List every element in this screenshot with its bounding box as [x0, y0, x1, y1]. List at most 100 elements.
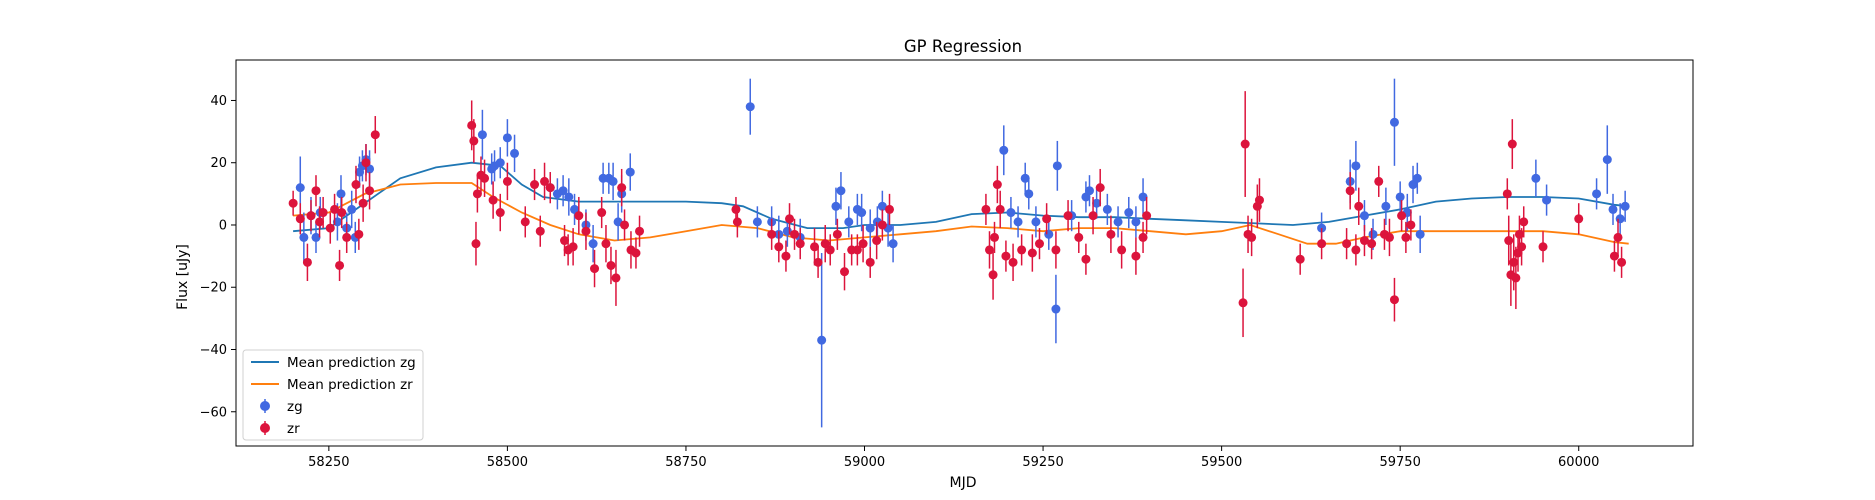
y-tick-label: −40: [200, 343, 227, 358]
data-point-zr: [988, 270, 998, 280]
data-point-zr: [1106, 229, 1116, 239]
data-point-zr: [302, 257, 312, 267]
data-point-zg: [1084, 186, 1094, 196]
data-point-zr: [1504, 236, 1514, 246]
data-point-zg: [502, 133, 512, 143]
data-point-zr: [1397, 211, 1407, 221]
data-point-zr: [1389, 295, 1399, 305]
data-point-zr: [840, 267, 850, 277]
data-point-zr: [1609, 251, 1619, 261]
data-point-zr: [611, 273, 621, 283]
data-point-zg: [877, 201, 887, 211]
data-point-zg: [558, 186, 568, 196]
data-point-zr: [620, 220, 630, 230]
data-point-zr: [295, 214, 305, 224]
data-point-zg: [1113, 217, 1123, 227]
data-point-zr: [1051, 245, 1061, 255]
data-point-zr: [810, 242, 820, 252]
data-point-zr: [820, 239, 830, 249]
data-point-zr: [1519, 217, 1529, 227]
data-point-zr: [601, 239, 611, 249]
data-point-zr: [315, 217, 325, 227]
data-point-zr: [311, 186, 321, 196]
data-point-zg: [588, 239, 598, 249]
mean-prediction-line-zg: [293, 161, 1629, 233]
data-point-zg: [1368, 229, 1378, 239]
data-point-zg: [1412, 173, 1422, 183]
data-point-zr: [568, 242, 578, 252]
series-zr: [288, 91, 1627, 338]
data-point-zr: [1017, 245, 1027, 255]
data-point-zr: [813, 257, 823, 267]
data-point-zr: [1001, 251, 1011, 261]
data-point-zr: [545, 183, 555, 193]
data-point-zg: [495, 158, 505, 168]
data-point-zr: [872, 236, 882, 246]
data-point-zr: [337, 208, 347, 218]
data-point-zr: [1095, 183, 1105, 193]
data-point-zg: [1051, 304, 1061, 314]
y-tick-label: 40: [210, 94, 227, 109]
plot-content: [288, 78, 1630, 428]
data-point-zr: [1131, 251, 1141, 261]
data-point-zr: [495, 208, 505, 218]
data-point-zr: [1254, 195, 1264, 205]
data-point-zr: [471, 239, 481, 249]
data-point-zr: [1517, 242, 1527, 252]
data-point-zr: [732, 217, 742, 227]
data-point-zg: [888, 239, 898, 249]
data-point-zg: [295, 183, 305, 193]
data-point-zg: [752, 217, 762, 227]
data-point-zr: [1367, 239, 1377, 249]
data-point-zg: [336, 189, 346, 199]
data-point-zr: [635, 226, 645, 236]
data-point-zr: [1384, 232, 1394, 242]
data-point-zr: [774, 242, 784, 252]
data-point-zg: [608, 176, 618, 186]
data-point-zr: [365, 186, 375, 196]
data-point-zr: [325, 223, 335, 233]
data-point-zr: [351, 180, 361, 190]
data-point-zr: [785, 214, 795, 224]
data-point-zg: [1381, 201, 1391, 211]
data-point-zr: [832, 229, 842, 239]
data-point-zr: [1538, 242, 1548, 252]
data-point-zg: [311, 232, 321, 242]
data-point-zr: [865, 257, 875, 267]
data-point-zg: [477, 130, 487, 140]
data-point-zr: [370, 130, 380, 140]
data-point-zr: [1514, 229, 1524, 239]
data-point-zr: [540, 176, 550, 186]
legend-label-zg-prediction: Mean prediction zg: [287, 355, 416, 371]
data-point-zr: [767, 229, 777, 239]
data-point-zr: [981, 204, 991, 214]
data-point-zr: [361, 158, 371, 168]
data-point-zg: [1359, 211, 1369, 221]
data-point-zg: [1395, 192, 1405, 202]
data-point-zr: [1511, 273, 1521, 283]
data-point-zr: [1401, 232, 1411, 242]
data-point-zr: [790, 229, 800, 239]
data-point-zr: [984, 245, 994, 255]
data-point-zr: [1117, 245, 1127, 255]
data-point-zr: [606, 260, 616, 270]
data-point-zr: [1240, 139, 1250, 149]
data-point-zr: [467, 120, 477, 130]
data-point-zg: [1092, 198, 1102, 208]
data-point-zg: [1620, 201, 1630, 211]
data-point-zr: [858, 239, 868, 249]
legend-marker-zg: [260, 401, 270, 411]
data-point-zr: [825, 245, 835, 255]
x-tick-label: 59000: [844, 455, 885, 470]
data-point-zg: [1592, 189, 1602, 199]
data-point-zr: [1613, 232, 1623, 242]
data-point-zr: [781, 251, 791, 261]
data-point-zg: [1024, 189, 1034, 199]
data-point-zr: [852, 245, 862, 255]
data-point-zg: [836, 186, 846, 196]
data-point-zr: [1342, 239, 1352, 249]
data-point-zg: [625, 167, 635, 177]
data-point-zr: [1088, 211, 1098, 221]
data-point-zg: [857, 208, 867, 218]
data-point-zg: [1615, 214, 1625, 224]
